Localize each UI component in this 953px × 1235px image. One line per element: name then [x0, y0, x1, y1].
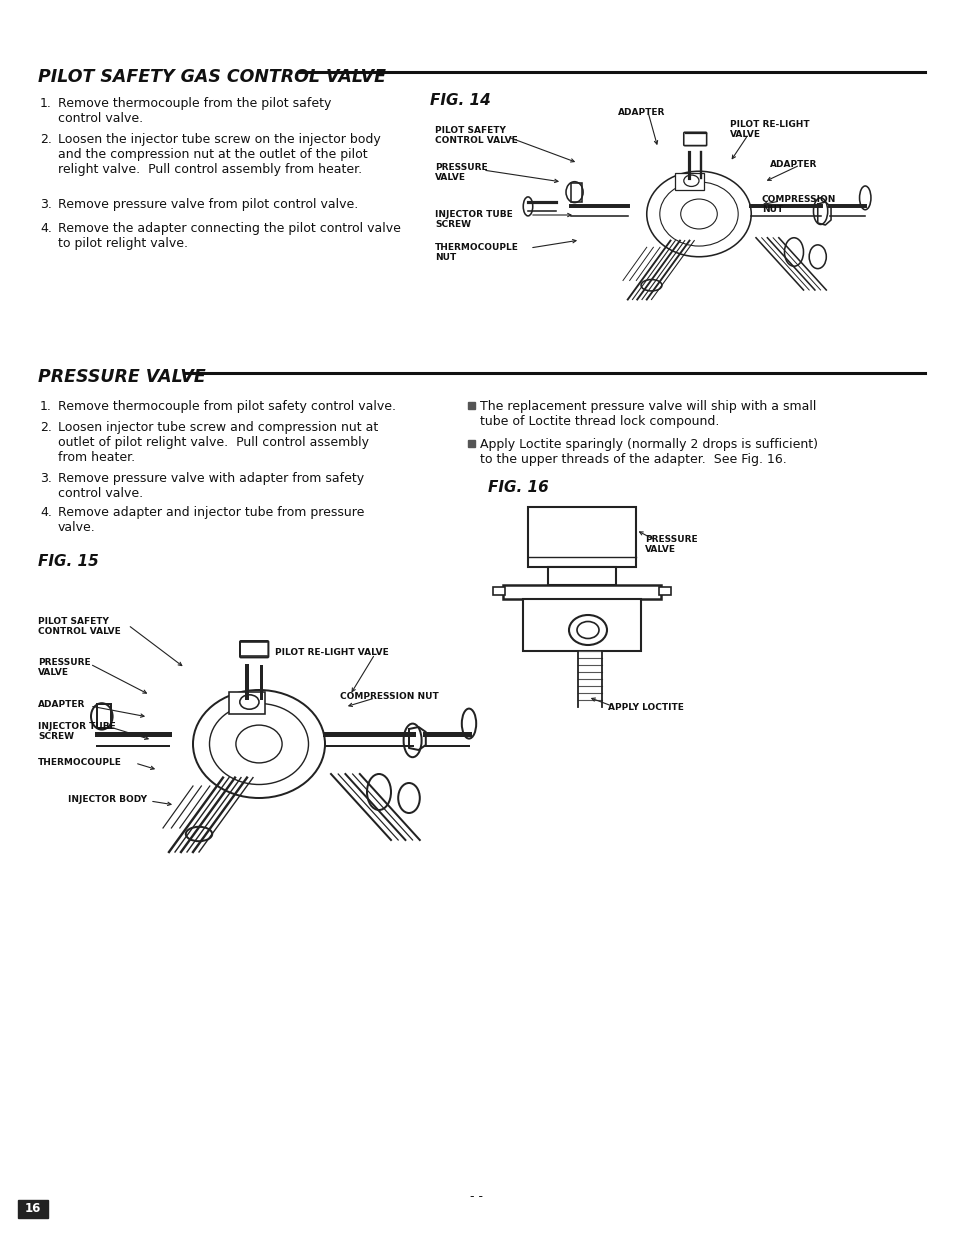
Text: 4.: 4. — [40, 222, 52, 235]
Bar — [468, 440, 475, 447]
Text: PILOT SAFETY
CONTROL VALVE: PILOT SAFETY CONTROL VALVE — [435, 126, 517, 146]
Text: Remove thermocouple from the pilot safety
control valve.: Remove thermocouple from the pilot safet… — [58, 98, 331, 125]
Text: THERMOCOUPLE
NUT: THERMOCOUPLE NUT — [435, 243, 518, 262]
Text: 1.: 1. — [40, 98, 52, 110]
Text: PILOT SAFETY GAS CONTROL VALVE: PILOT SAFETY GAS CONTROL VALVE — [38, 68, 386, 86]
Bar — [468, 403, 475, 409]
Text: COMPRESSION
NUT: COMPRESSION NUT — [761, 195, 836, 215]
Text: PILOT RE-LIGHT VALVE: PILOT RE-LIGHT VALVE — [274, 648, 388, 657]
Text: ADAPTER: ADAPTER — [769, 161, 817, 169]
Text: - -: - - — [470, 1191, 483, 1203]
Bar — [675, 173, 703, 190]
Text: Remove thermocouple from pilot safety control valve.: Remove thermocouple from pilot safety co… — [58, 400, 395, 412]
Bar — [570, 183, 581, 201]
FancyBboxPatch shape — [240, 641, 268, 657]
Bar — [547, 567, 616, 585]
Text: Loosen injector tube screw and compression nut at
outlet of pilot relight valve.: Loosen injector tube screw and compressi… — [58, 421, 377, 464]
Text: PRESSURE VALVE: PRESSURE VALVE — [38, 368, 206, 387]
Text: PRESSURE
VALVE: PRESSURE VALVE — [435, 163, 487, 183]
Bar — [659, 587, 670, 595]
Text: 2.: 2. — [40, 421, 52, 433]
Bar — [97, 704, 112, 729]
Text: 3.: 3. — [40, 472, 52, 485]
Bar — [502, 585, 660, 599]
Text: Remove adapter and injector tube from pressure
valve.: Remove adapter and injector tube from pr… — [58, 506, 364, 534]
Text: ADAPTER: ADAPTER — [38, 700, 85, 709]
Text: INJECTOR BODY: INJECTOR BODY — [68, 795, 147, 804]
FancyBboxPatch shape — [683, 132, 706, 146]
Text: PRESSURE
VALVE: PRESSURE VALVE — [38, 658, 91, 678]
Text: Apply Loctite sparingly (normally 2 drops is sufficient)
to the upper threads of: Apply Loctite sparingly (normally 2 drop… — [479, 438, 817, 466]
Text: 16: 16 — [25, 1203, 41, 1215]
Text: FIG. 15: FIG. 15 — [38, 555, 99, 569]
Text: 3.: 3. — [40, 198, 52, 211]
Text: Remove the adapter connecting the pilot control valve
to pilot relight valve.: Remove the adapter connecting the pilot … — [58, 222, 400, 249]
Text: 4.: 4. — [40, 506, 52, 519]
Text: PILOT SAFETY
CONTROL VALVE: PILOT SAFETY CONTROL VALVE — [38, 618, 121, 636]
Text: FIG. 16: FIG. 16 — [488, 480, 548, 495]
Text: INJECTOR TUBE
SCREW: INJECTOR TUBE SCREW — [38, 722, 115, 741]
Text: The replacement pressure valve will ship with a small
tube of Loctite thread loc: The replacement pressure valve will ship… — [479, 400, 816, 429]
Bar — [493, 587, 504, 595]
Bar — [522, 599, 640, 651]
Text: Remove pressure valve with adapter from safety
control valve.: Remove pressure valve with adapter from … — [58, 472, 364, 500]
Text: 2.: 2. — [40, 133, 52, 146]
Text: INJECTOR TUBE
SCREW: INJECTOR TUBE SCREW — [435, 210, 512, 230]
Text: ADAPTER: ADAPTER — [618, 107, 664, 117]
Bar — [527, 508, 636, 567]
Text: 1.: 1. — [40, 400, 52, 412]
Text: PRESSURE
VALVE: PRESSURE VALVE — [644, 535, 697, 555]
Text: FIG. 14: FIG. 14 — [430, 93, 490, 107]
Bar — [229, 693, 265, 714]
FancyBboxPatch shape — [18, 1200, 48, 1218]
Text: APPLY LOCTITE: APPLY LOCTITE — [607, 703, 683, 713]
Text: COMPRESSION NUT: COMPRESSION NUT — [339, 692, 438, 701]
Text: Remove pressure valve from pilot control valve.: Remove pressure valve from pilot control… — [58, 198, 358, 211]
Text: Loosen the injector tube screw on the injector body
and the compression nut at t: Loosen the injector tube screw on the in… — [58, 133, 380, 177]
Text: PILOT RE-LIGHT
VALVE: PILOT RE-LIGHT VALVE — [729, 120, 809, 140]
Text: THERMOCOUPLE: THERMOCOUPLE — [38, 758, 122, 767]
